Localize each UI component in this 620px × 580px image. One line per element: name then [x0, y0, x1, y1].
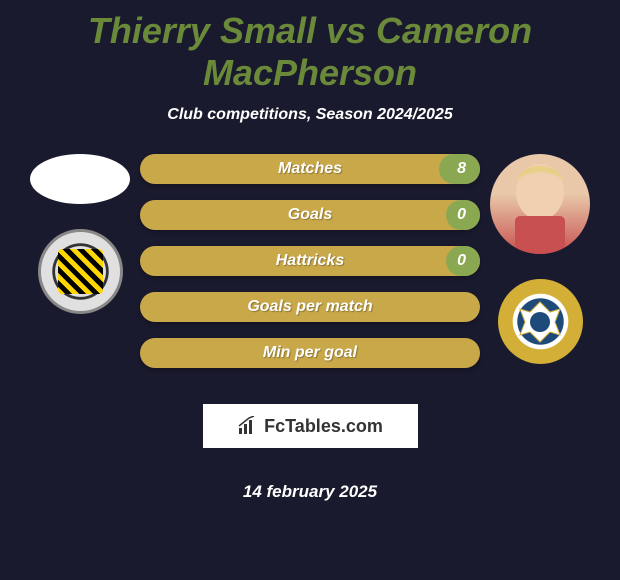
stat-value: 0: [457, 252, 466, 270]
left-player-avatar: [30, 154, 130, 204]
stat-value: 0: [457, 206, 466, 224]
stats-column: Matches 8 Goals 0 Hattricks 0 Goals per …: [140, 154, 480, 502]
stat-bar-goals-per-match: Goals per match: [140, 292, 480, 322]
stmirren-crest-icon: [58, 249, 103, 294]
right-team-logo: [498, 279, 583, 364]
stat-label: Goals: [288, 206, 332, 224]
watermark-box: FcTables.com: [203, 404, 418, 448]
player-face-icon: [490, 154, 590, 254]
watermark-text: FcTables.com: [264, 416, 383, 437]
left-team-logo: [38, 229, 123, 314]
stat-bar-min-per-goal: Min per goal: [140, 338, 480, 368]
stjohnstone-crest-icon: [515, 297, 565, 347]
stat-label: Goals per match: [247, 298, 372, 316]
date-text: 14 february 2025: [140, 482, 480, 502]
stat-label: Hattricks: [276, 252, 344, 270]
right-column: [490, 154, 590, 364]
comparison-title: Thierry Small vs Cameron MacPherson: [0, 10, 620, 94]
stat-value: 8: [457, 160, 466, 178]
stat-bar-hattricks: Hattricks 0: [140, 246, 480, 276]
left-column: [30, 154, 130, 314]
stat-bar-matches: Matches 8: [140, 154, 480, 184]
stat-label: Min per goal: [263, 344, 357, 362]
stat-label: Matches: [278, 160, 342, 178]
right-player-avatar: [490, 154, 590, 254]
chart-icon: [237, 416, 259, 436]
stat-bar-goals: Goals 0: [140, 200, 480, 230]
season-subtitle: Club competitions, Season 2024/2025: [0, 106, 620, 124]
